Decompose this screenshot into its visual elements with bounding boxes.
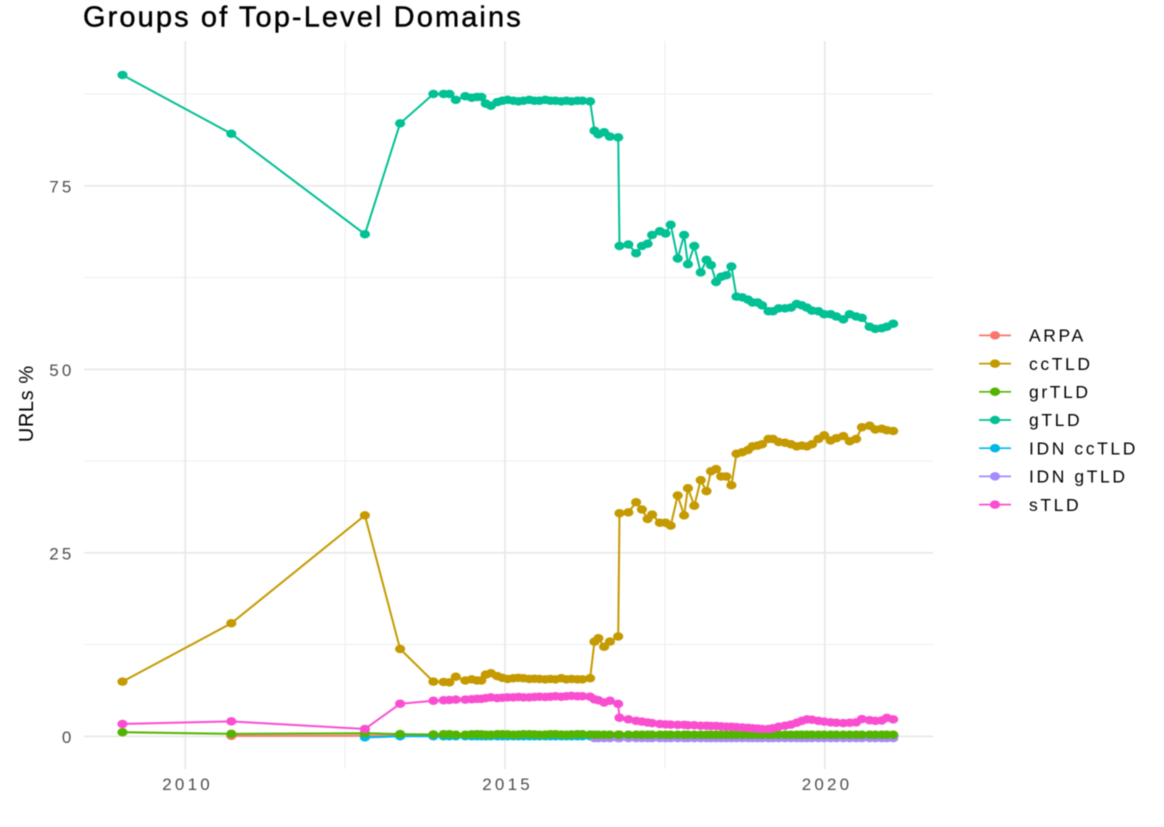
svg-text:50: 50	[49, 361, 74, 380]
svg-text:ccTLD: ccTLD	[1029, 354, 1093, 374]
svg-text:IDN ccTLD: IDN ccTLD	[1029, 438, 1138, 458]
svg-text:75: 75	[49, 177, 74, 196]
svg-text:Groups of Top-Level Domains: Groups of Top-Level Domains	[83, 2, 523, 34]
svg-text:grTLD: grTLD	[1029, 382, 1091, 402]
svg-text:2020: 2020	[802, 775, 853, 794]
svg-text:2015: 2015	[482, 775, 533, 794]
svg-text:URLs %: URLs %	[16, 365, 38, 442]
svg-text:sTLD: sTLD	[1029, 495, 1081, 515]
svg-text:25: 25	[49, 544, 74, 563]
svg-text:0: 0	[62, 728, 75, 747]
svg-text:IDN gTLD: IDN gTLD	[1029, 467, 1128, 487]
svg-text:ARPA: ARPA	[1029, 326, 1086, 346]
svg-text:gTLD: gTLD	[1029, 410, 1082, 430]
svg-text:2010: 2010	[162, 775, 213, 794]
